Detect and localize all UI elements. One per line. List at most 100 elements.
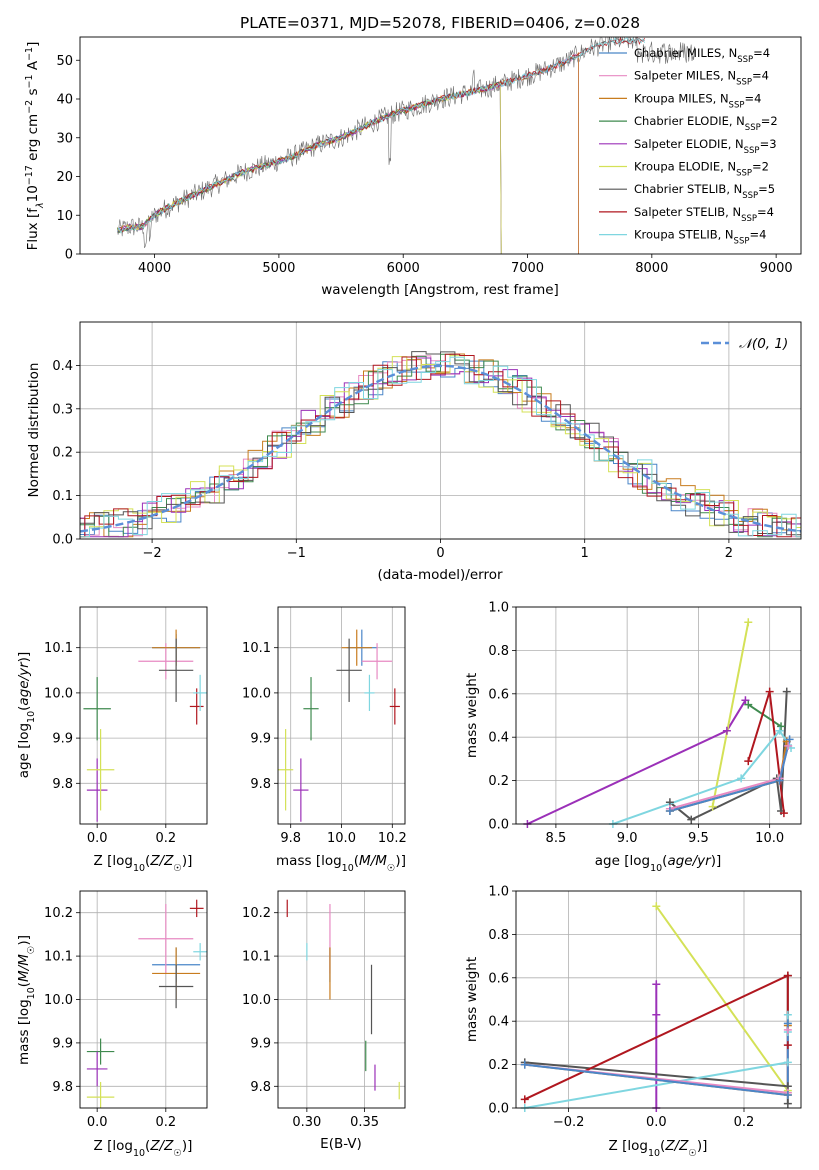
label-part: M/M — [16, 954, 32, 982]
weight-marker — [665, 806, 674, 815]
mE-xlabel: E(B-V) — [320, 1136, 362, 1152]
legend-count: =4 — [753, 46, 770, 60]
legend-text: Salpeter STELIB, N — [634, 205, 741, 219]
y-tick-label: 10 — [56, 209, 73, 224]
model-spectrum-salpeter-elodie — [116, 82, 502, 254]
legend-entry: Kroupa STELIB, NSSP=4 — [634, 228, 766, 247]
y-tick-label: 10.0 — [242, 993, 271, 1008]
y-tick-label: 0.8 — [488, 928, 509, 943]
x-tick-label: 0.0 — [87, 831, 108, 846]
y-tick-label: 10.0 — [44, 993, 73, 1008]
x-tick-label: 0 — [436, 546, 444, 561]
legend-sub: SSP — [741, 214, 757, 224]
label-part: age [log — [16, 723, 32, 778]
label-part: ☉ — [387, 863, 396, 874]
y-tick-label: 10.2 — [44, 906, 73, 921]
y-tick-label: 10.0 — [44, 686, 73, 701]
weight-marker — [777, 722, 786, 731]
label-part: −1 — [24, 74, 35, 88]
label-part: Z [log — [94, 1138, 133, 1154]
y-tick-label: 10.1 — [44, 950, 73, 965]
model-spectrum-kroupa-stelib — [116, 37, 645, 234]
histogram-chabrier-stelib — [80, 351, 801, 538]
model-spectrum-salpeter-stelib — [116, 37, 645, 233]
wAge-xlabel: age [log10(age/yr)] — [595, 853, 721, 874]
x-tick-label: 4000 — [138, 261, 171, 276]
y-tick-label: 0.3 — [52, 402, 73, 417]
y-tick-label: 50 — [56, 54, 73, 69]
x-tick-label: 0.2 — [155, 1115, 176, 1130]
y-tick-label: 10.1 — [44, 641, 73, 656]
plot-area — [286, 899, 400, 1100]
label-part: ] — [25, 42, 41, 47]
observed-spectrum — [117, 37, 696, 249]
legend-sub: SSP — [734, 237, 750, 247]
plot-area — [86, 899, 207, 1108]
histogram-salpeter-elodie — [80, 357, 801, 538]
label-part: 10 — [648, 1148, 660, 1159]
x-tick-label: 0.0 — [87, 1115, 108, 1130]
legend-text: Salpeter MILES, N — [634, 69, 736, 83]
label-part: 10 — [133, 1148, 145, 1159]
y-tick-label: 9.8 — [52, 777, 73, 792]
label-part: )] — [182, 853, 193, 869]
y-tick-label: 0.8 — [488, 644, 509, 659]
weight-marker — [783, 1019, 792, 1028]
model-spectrum-chabrier-stelib — [117, 37, 645, 233]
x-tick-label: 8.5 — [546, 831, 567, 846]
x-tick-label: −1 — [287, 546, 306, 561]
mass-vs-metallicity-panel: 0.0 0.29.89.910.010.110.2Z [log10(Z/Z☉)]m… — [16, 890, 208, 1159]
model-spectrum-chabrier-elodie — [116, 81, 502, 254]
weight-marker — [779, 809, 788, 818]
label-part: Z [log — [94, 853, 133, 869]
legend-entry: Kroupa ELODIE, NSSP=2 — [634, 160, 769, 179]
figure-title: PLATE=0371, MJD=52078, FIBERID=0406, z=0… — [240, 14, 640, 32]
label-part: 10 — [26, 711, 37, 723]
weight-marker — [652, 902, 661, 911]
label-part: )] — [711, 853, 722, 869]
legend-entry: Kroupa MILES, NSSP=4 — [634, 91, 761, 110]
y-tick-label: 0.4 — [488, 1015, 509, 1030]
y-tick-label: 9.9 — [250, 1036, 271, 1051]
weight-marker — [744, 757, 753, 766]
label-part: ( — [662, 853, 667, 869]
label-part: ( — [145, 853, 150, 869]
y-tick-label: 10.2 — [242, 906, 271, 921]
weight-marker — [708, 802, 717, 811]
legend-count: =4 — [749, 228, 766, 242]
ageZ-ylabel: age [log10(age/yr)] — [16, 652, 37, 778]
plot-area — [80, 351, 801, 538]
legend-text: Kroupa MILES, N — [634, 91, 729, 105]
axes-frame — [79, 36, 802, 255]
y-tick-label: 9.9 — [250, 732, 271, 747]
plot-area — [278, 629, 400, 822]
y-tick-label: 0.2 — [52, 446, 73, 461]
weight-marker — [737, 774, 746, 783]
label-part: ( — [145, 1138, 150, 1154]
legend-sub: SSP — [736, 169, 752, 179]
legend-entry: Salpeter MILES, NSSP=4 — [634, 69, 769, 88]
y-tick-label: 0.2 — [488, 1058, 509, 1073]
label-part: ☉ — [173, 863, 182, 874]
x-tick-label: −2 — [143, 546, 162, 561]
label-part: −1 — [24, 47, 35, 61]
weight-line-kroupa-elodie — [655, 905, 789, 1092]
weight-marker — [652, 980, 661, 989]
x-tick-label: 8000 — [635, 261, 668, 276]
weight-marker — [520, 1060, 529, 1069]
label-part: )] — [697, 1138, 708, 1154]
histogram-salpeter-stelib — [80, 353, 801, 538]
wZ-xlabel: Z [log10(Z/Z☉)] — [609, 1138, 708, 1159]
weight-marker — [784, 741, 793, 750]
y-tick-label: 0.0 — [488, 1102, 509, 1117]
legend-count: =2 — [761, 114, 778, 128]
y-tick-label: 10.0 — [242, 686, 271, 701]
label-part: A — [25, 60, 41, 74]
weight-marker — [687, 815, 696, 824]
label-part: )] — [16, 935, 32, 946]
legend-entry: Salpeter ELODIE, NSSP=3 — [634, 137, 777, 156]
plot-area — [83, 629, 207, 822]
axes-frame — [277, 606, 406, 825]
label-part: Flux [f — [25, 207, 41, 251]
label-part: )] — [16, 652, 32, 663]
